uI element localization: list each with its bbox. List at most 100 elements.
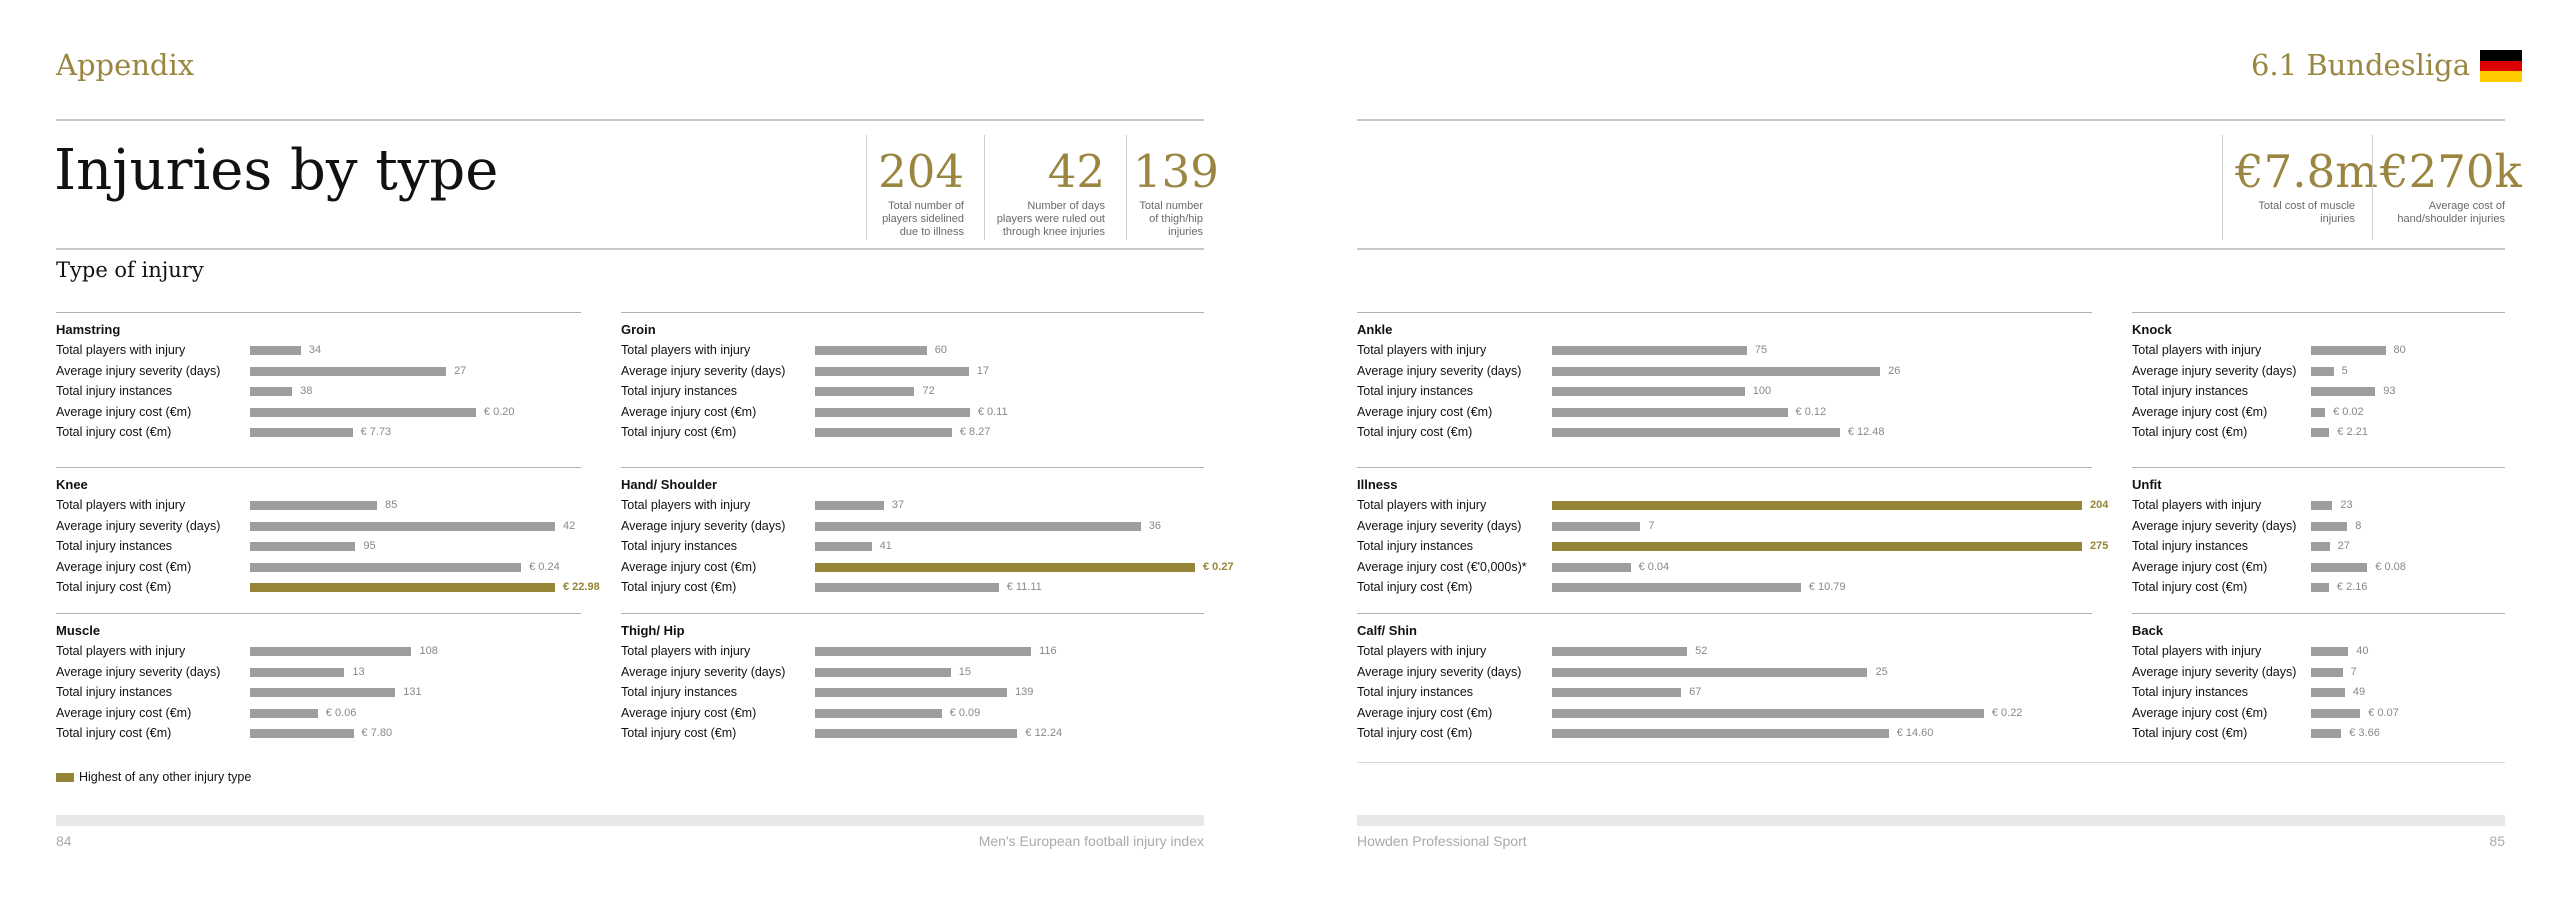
metric-value: 80: [2393, 344, 2406, 356]
metric-label: Average injury cost (€m): [56, 559, 192, 574]
metric-value: 85: [385, 499, 398, 511]
metric-row: Total injury cost (€m) € 2.21: [2132, 422, 2505, 443]
block-divider: [56, 613, 581, 614]
metric-bar: [2311, 521, 2348, 531]
metric-label: Total injury instances: [621, 685, 738, 699]
metric-row: Total injury instances 95: [56, 536, 581, 557]
metric-bar: [250, 366, 447, 376]
metric-value: 26: [1888, 364, 1901, 377]
metric-label: Total injury cost (€m): [1357, 580, 1473, 594]
metric-label: Average injury severity (days): [56, 518, 221, 533]
metric-row: Total players with injury 116: [621, 641, 1204, 662]
metric-value: € 7.80: [361, 727, 393, 739]
metric-label: Total injury instances: [621, 539, 738, 553]
metric-bar: [815, 521, 1141, 531]
metric-row: Average injury severity (days) 17: [621, 361, 1204, 382]
injury-block-ankle: Ankle Total players with injury 75 Average …: [1357, 312, 2092, 443]
metric-row: Average injury severity (days) 8: [2132, 516, 2505, 537]
metric-row: Average injury cost (€m) € 0.07: [2132, 703, 2505, 724]
injury-block-knock: Knock Total players with injury 80 Average …: [2132, 312, 2505, 443]
metric-bar: [250, 562, 522, 572]
injury-block-back: Back Total players with injury 40 Average i…: [2132, 613, 2505, 744]
metric-value: 40: [2356, 645, 2369, 657]
metric-row: Average injury cost (€m) € 0.06: [56, 703, 581, 724]
metric-row: Total injury instances 27: [2132, 536, 2505, 557]
stat-divider: [1126, 135, 1127, 240]
metric-value: € 12.24: [1025, 727, 1063, 739]
metric-value: 27: [454, 364, 467, 377]
injury-type-name: Groin: [621, 322, 656, 337]
metric-bar: [250, 387, 293, 396]
metric-label: Average injury cost (€m): [1357, 404, 1493, 419]
metric-label: Total injury instances: [621, 384, 738, 398]
injury-type-name: Muscle: [56, 623, 101, 638]
metric-value: € 3.66: [2349, 727, 2380, 739]
metric-bar: [815, 501, 884, 510]
metric-bar: [815, 729, 1018, 738]
metric-value: 67: [1689, 686, 1702, 698]
metric-row: Total players with injury 80: [2132, 340, 2505, 361]
metric-bar: [2311, 387, 2376, 396]
top-rule-left: [56, 119, 1204, 121]
metric-label: Total injury cost (€m): [2132, 425, 2248, 439]
metric-bar: [1552, 521, 1641, 531]
metric-label: Average injury cost (€m): [2132, 404, 2268, 419]
metric-value: 5: [2341, 364, 2348, 377]
metric-row: Total players with injury 75: [1357, 340, 2092, 361]
metric-row: Total injury cost (€m) € 7.73: [56, 422, 581, 443]
metric-row: Average injury cost (€m) € 0.11: [621, 402, 1204, 423]
page-title: Injuries by type: [54, 138, 499, 203]
block-divider: [2132, 467, 2505, 468]
metric-label: Total injury cost (€m): [621, 726, 737, 740]
metric-label: Average injury severity (days): [621, 518, 786, 533]
metric-bar: [815, 407, 970, 417]
metric-label: Total injury instances: [1357, 384, 1474, 398]
metric-value: € 7.73: [360, 426, 392, 438]
metric-row: Average injury severity (days) 7: [2132, 662, 2505, 683]
metric-row: Total injury cost (€m) € 7.80: [56, 723, 581, 744]
metric-value: € 0.02: [2333, 405, 2364, 418]
metric-row: Average injury cost (€m) € 0.02: [2132, 402, 2505, 423]
metric-value: 72: [922, 385, 935, 397]
mid-rule-right: [1357, 248, 2505, 250]
metric-row: Average injury severity (days) 5: [2132, 361, 2505, 382]
metric-row: Total players with injury 52: [1357, 641, 2092, 662]
injury-block-hamstring: Hamstring Total players with injury 34 Aver…: [56, 312, 581, 443]
metric-row: Total injury instances 93: [2132, 381, 2505, 402]
metric-value: € 22.98: [563, 581, 600, 593]
metric-label: Total injury cost (€m): [2132, 726, 2248, 740]
metric-row: Total injury instances 49: [2132, 682, 2505, 703]
metric-label: Total players with injury: [56, 644, 186, 658]
stat-label: Total cost of muscle injuries: [2258, 200, 2355, 225]
metric-value: 139: [1015, 686, 1034, 698]
mid-rule-left: [56, 248, 1204, 250]
metric-label: Total players with injury: [2132, 343, 2262, 357]
metric-row: Average injury severity (days) 25: [1357, 662, 2092, 683]
metric-value: € 0.24: [529, 560, 560, 573]
metric-value: 17: [976, 364, 990, 377]
metric-label: Average injury severity (days): [2132, 363, 2297, 378]
metric-bar: [815, 542, 872, 551]
metric-bar: [250, 428, 353, 437]
metric-label: Total players with injury: [621, 644, 751, 658]
metric-value: 116: [1039, 645, 1057, 657]
metric-value: € 0.04: [1638, 560, 1670, 573]
metric-value: € 0.07: [2368, 706, 2399, 719]
metric-bar: [2311, 501, 2333, 510]
legend-label: Highest of any other injury type: [79, 770, 252, 784]
metric-label: Average injury cost (€'0,000s)*: [1357, 559, 1527, 574]
page-number-left: 84: [56, 833, 72, 849]
metric-bar: [815, 387, 915, 396]
metric-row: Total injury instances 38: [56, 381, 581, 402]
metric-label: Average injury cost (€m): [621, 404, 757, 419]
metric-bar: [815, 647, 1032, 656]
footer-bar-right: [1357, 815, 2505, 826]
metric-label: Total injury instances: [1357, 539, 1474, 553]
metric-row: Average injury cost (€m) € 0.12: [1357, 402, 2092, 423]
block-divider: [1357, 312, 2092, 313]
metric-bar: [2311, 708, 2361, 718]
metric-row: Total players with injury 108: [56, 641, 581, 662]
metric-bar: [2311, 542, 2330, 551]
metric-value: € 0.08: [2375, 560, 2406, 573]
metric-bar: [815, 366, 969, 376]
